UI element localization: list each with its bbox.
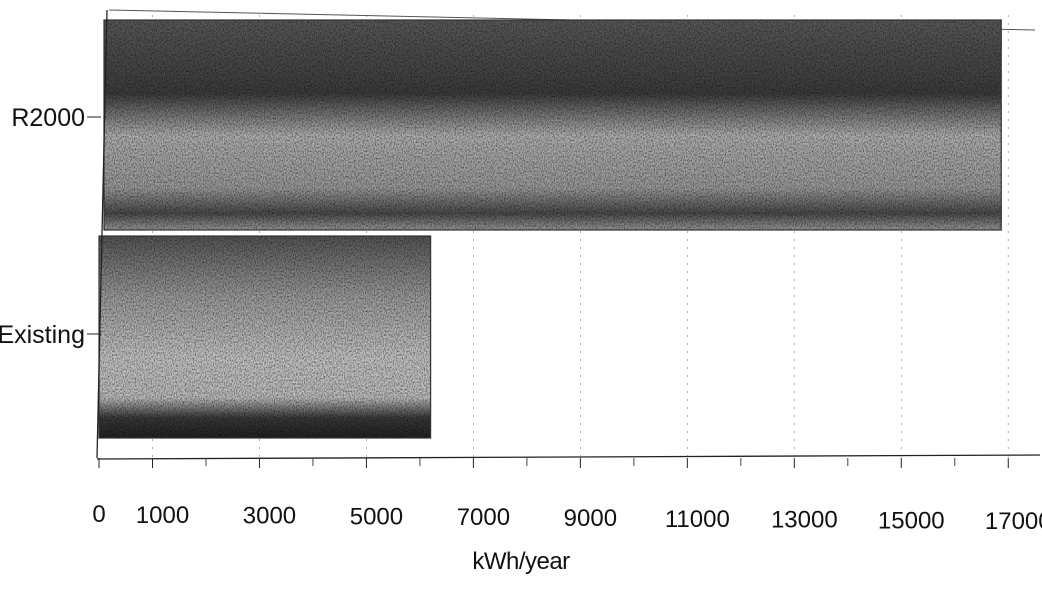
x-tick-label-0: 0: [92, 501, 105, 528]
axes-group: 0 1000 3000 5000 7000 9000 11000 13000 15000 1700…: [0, 9, 1042, 535]
x-tick-label-7000: 7000: [457, 504, 510, 531]
x-tick-label-3000: 3000: [243, 503, 296, 530]
x-tick-label-17000: 17000: [985, 508, 1042, 535]
bars-group: [98, 19, 1002, 439]
bar-existing: [98, 235, 432, 439]
bar-r2000-texture: [104, 20, 1002, 230]
x-axis-title: kWh/year: [472, 548, 570, 575]
x-tick-label-1000: 1000: [136, 502, 189, 529]
x-axis-line: [96, 454, 1041, 460]
y-axis-line: [96, 9, 108, 459]
x-tick-label-9000: 9000: [564, 505, 617, 532]
bar-r2000: [103, 19, 1002, 231]
x-tick-label-13000: 13000: [771, 507, 838, 534]
bar-existing-outline: [98, 235, 432, 439]
y-tick-label-existing: Existing: [0, 321, 85, 349]
x-tick-label-5000: 5000: [350, 503, 403, 530]
bar-existing-texture: [99, 236, 431, 438]
x-tick-label-11000: 11000: [665, 506, 730, 533]
y-tick-label-r2000: R2000: [11, 104, 85, 132]
x-tick-label-15000: 15000: [878, 507, 945, 534]
